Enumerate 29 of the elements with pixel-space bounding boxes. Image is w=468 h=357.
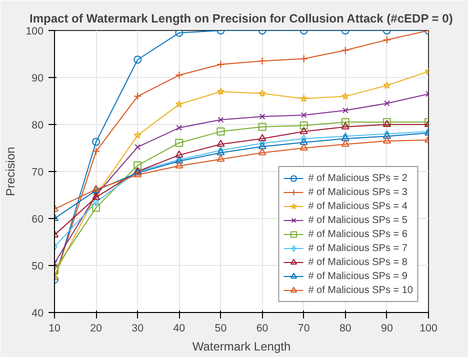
x-axis-title: Watermark Length [192, 340, 291, 354]
legend-label: # of Malicious SPs = 6 [308, 228, 408, 240]
y-axis-title: Precision [4, 146, 18, 196]
legend-label: # of Malicious SPs = 9 [308, 270, 408, 282]
y-tick-label: 100 [26, 26, 44, 38]
x-tick-label: 10 [48, 322, 60, 334]
legend-label: # of Malicious SPs = 4 [308, 200, 408, 212]
y-tick-label: 60 [32, 214, 44, 226]
y-tick-label: 40 [32, 308, 44, 320]
y-tick-label: 90 [32, 72, 44, 84]
legend-label: # of Malicious SPs = 5 [308, 214, 408, 226]
x-tick-label: 50 [214, 322, 227, 334]
y-tick-label: 50 [32, 260, 44, 272]
legend-label: # of Malicious SPs = 3 [308, 186, 408, 198]
x-tick-label: 40 [173, 322, 186, 334]
legend-label: # of Malicious SPs = 8 [308, 256, 408, 268]
y-tick-label: 80 [32, 120, 44, 132]
legend-label: # of Malicious SPs = 10 [308, 284, 413, 296]
x-tick-label: 100 [420, 322, 438, 334]
x-tick-label: 60 [256, 322, 268, 334]
y-tick-label: 70 [32, 166, 44, 178]
x-tick-label: 90 [381, 322, 393, 334]
legend-label: # of Malicious SPs = 7 [308, 242, 408, 254]
x-tick-label: 80 [339, 322, 352, 334]
legend-label: # of Malicious SPs = 2 [308, 172, 408, 184]
x-tick-label: 70 [298, 322, 310, 334]
chart-title: Impact of Watermark Length on Precision for Collusion Attack (#cEDP = 0) [30, 12, 453, 26]
x-tick-label: 20 [90, 322, 102, 334]
x-tick-label: 30 [132, 322, 144, 334]
